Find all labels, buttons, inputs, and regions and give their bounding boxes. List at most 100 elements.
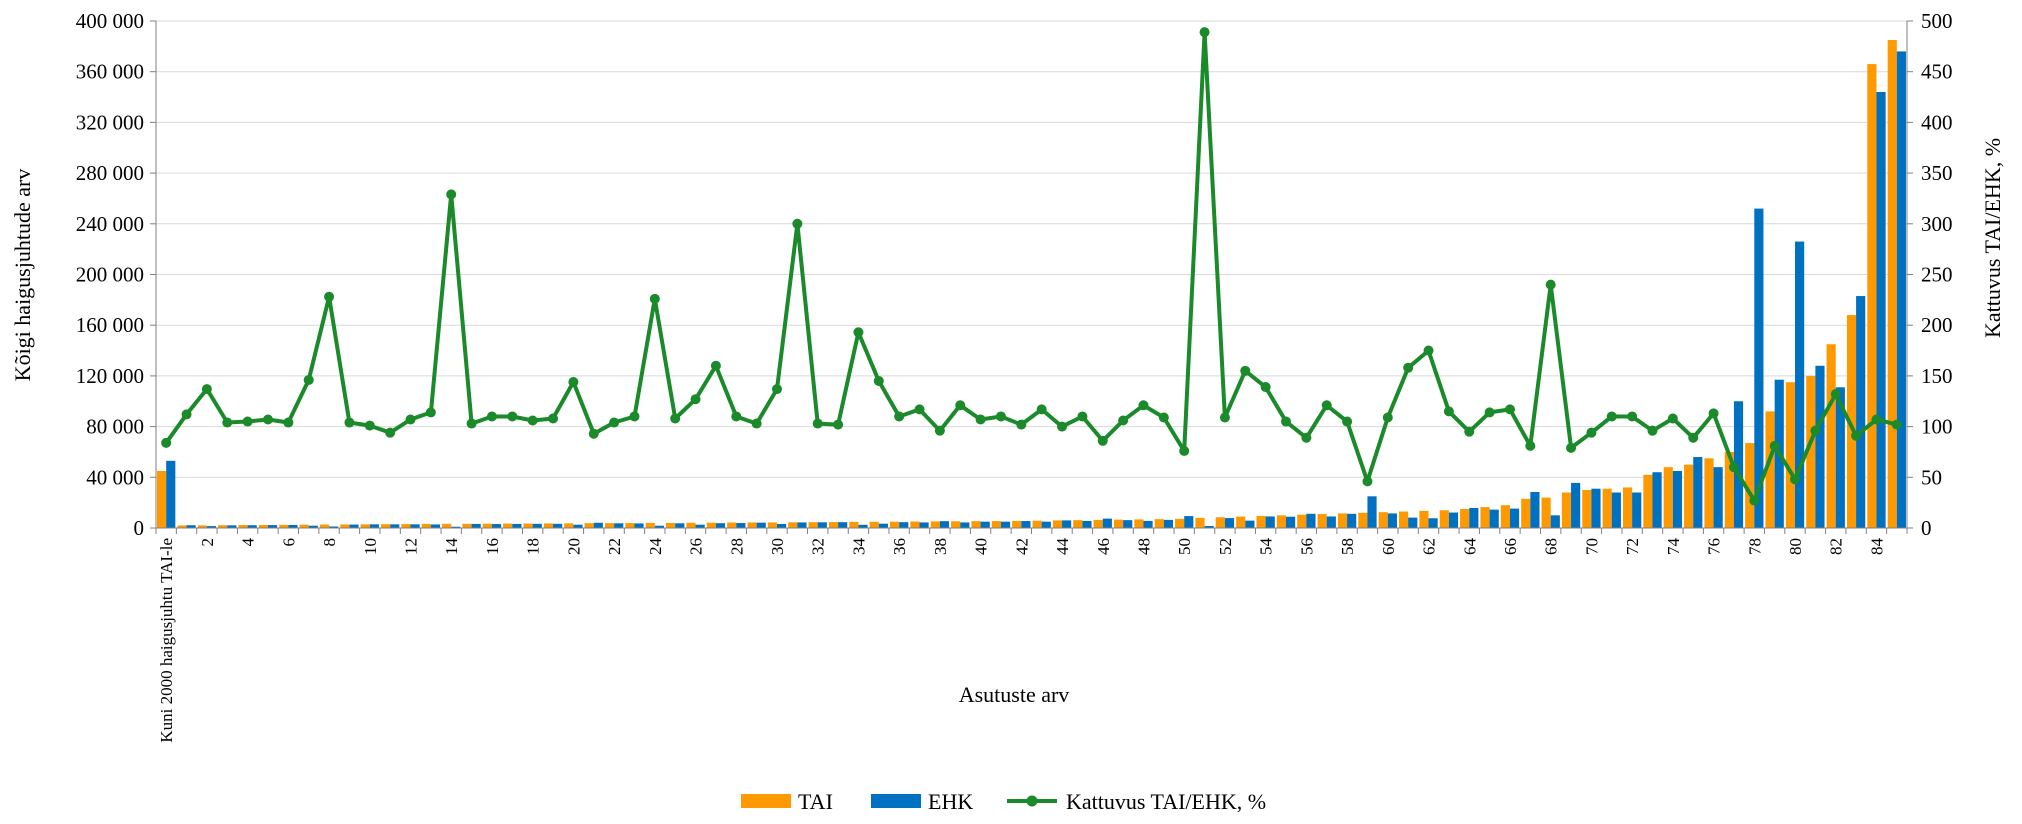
- x-tick-label: 48: [1134, 538, 1153, 555]
- y2-tick-label: 400: [1921, 110, 1953, 134]
- x-tick-label: 54: [1257, 538, 1276, 556]
- bar-ehk: [1428, 518, 1438, 528]
- bar-tai: [1236, 516, 1246, 528]
- y-tick-label: 40 000: [86, 465, 144, 489]
- bar-tai: [1500, 505, 1510, 528]
- overlap-point: [1708, 408, 1719, 419]
- bar-tai: [1806, 375, 1816, 528]
- bar-tai: [1093, 519, 1103, 528]
- y2-tick-label: 150: [1921, 364, 1953, 388]
- bar-ehk: [451, 526, 461, 528]
- overlap-point: [1464, 426, 1475, 437]
- bar-ehk: [1163, 519, 1174, 528]
- overlap-point: [1586, 427, 1597, 438]
- y-tick-label: 200 000: [76, 263, 144, 287]
- bar-ehk: [593, 522, 603, 528]
- bar-ehk: [430, 524, 441, 528]
- bar-ehk: [715, 523, 726, 528]
- overlap-point: [486, 411, 497, 422]
- gridlines: [156, 20, 1907, 478]
- x-tick-label: 74: [1664, 538, 1683, 556]
- bar-tai: [1032, 520, 1042, 528]
- overlap-point: [1769, 440, 1780, 451]
- bar-ehk: [960, 522, 970, 528]
- bar-ehk: [1591, 488, 1601, 528]
- x-tick-label: 84: [1867, 538, 1886, 556]
- bar-ehk: [1082, 520, 1092, 528]
- overlap-point: [751, 418, 762, 429]
- bar-tai: [177, 525, 187, 528]
- bar-tai: [1215, 517, 1225, 528]
- overlap-point: [649, 293, 660, 304]
- y-axis-title: Kõigi haigusjuhtude arv: [10, 169, 35, 382]
- y-tick-label: 360 000: [76, 60, 144, 84]
- x-axis-title: Asutuste arv: [959, 682, 1070, 707]
- bar-tai: [808, 522, 818, 528]
- bar-ehk: [1896, 51, 1906, 529]
- y-tick-label: 80 000: [86, 415, 144, 439]
- overlap-point: [914, 404, 925, 415]
- bar-tai: [1460, 508, 1470, 528]
- x-tick-label: Kuni 2000 haigusjuhtu TAI-le: [157, 538, 176, 743]
- bar-ehk: [919, 522, 929, 528]
- bar-ehk: [308, 525, 318, 528]
- bar-tai: [1419, 510, 1429, 528]
- bar-ehk: [939, 521, 950, 528]
- bar-tai: [1276, 515, 1287, 528]
- bar-ehk: [1347, 513, 1357, 528]
- overlap-point: [1525, 440, 1536, 451]
- bar-tai: [645, 522, 655, 528]
- bar-ehk: [227, 525, 237, 528]
- bar-tai: [1521, 498, 1531, 528]
- overlap-point: [1057, 421, 1068, 432]
- bar-ehk: [512, 523, 522, 528]
- bar-tai: [1643, 474, 1653, 528]
- bar-tai: [604, 523, 615, 528]
- bar-tai: [971, 521, 981, 528]
- overlap-point: [1667, 413, 1678, 424]
- overlap-point: [466, 418, 477, 429]
- bar-tai: [1704, 458, 1714, 528]
- x-tick-label: 62: [1420, 538, 1439, 555]
- x-tick-label: 22: [605, 538, 624, 555]
- bar-tai: [1154, 519, 1164, 528]
- x-tick-label: 68: [1542, 538, 1561, 555]
- bar-ehk: [1286, 516, 1296, 528]
- overlap-point: [446, 189, 457, 200]
- overlap-point: [975, 414, 986, 425]
- overlap-point: [1362, 476, 1373, 487]
- x-tick-label: 72: [1623, 538, 1642, 555]
- x-tick-label: 40: [972, 538, 991, 555]
- bar-ehk: [349, 524, 359, 528]
- overlap-point: [303, 374, 314, 385]
- overlap-point: [507, 411, 518, 422]
- bar-ehk: [797, 522, 807, 528]
- overlap-point: [934, 425, 945, 436]
- overlap-point: [1016, 419, 1027, 430]
- bar-ehk: [1652, 472, 1662, 528]
- legend-label-ehk: EHK: [928, 789, 973, 814]
- bar-tai: [1541, 497, 1551, 528]
- bar-ehk: [634, 523, 644, 528]
- overlap-point: [873, 375, 884, 386]
- overlap-point: [1790, 474, 1801, 485]
- bar-ehk: [1224, 518, 1235, 528]
- y-tick-label: 0: [134, 516, 145, 540]
- bar-tai: [1052, 520, 1063, 528]
- y2-tick-label: 200: [1921, 313, 1953, 337]
- bar-ehk: [1693, 457, 1703, 528]
- bar-tai: [319, 524, 330, 528]
- overlap-point: [324, 291, 335, 302]
- bar-ehk: [1245, 520, 1255, 528]
- bar-tai: [1399, 511, 1409, 528]
- overlap-point: [1118, 415, 1129, 426]
- legend-swatch-ehk: [871, 794, 921, 808]
- overlap-point: [670, 413, 681, 424]
- bar-ehk: [1469, 507, 1479, 528]
- bar-tai: [258, 524, 268, 528]
- bar-tai: [1745, 443, 1755, 528]
- bar-tai: [1785, 382, 1796, 528]
- bar-tai: [442, 523, 452, 528]
- overlap-point: [283, 417, 294, 428]
- bar-ehk: [1408, 517, 1418, 528]
